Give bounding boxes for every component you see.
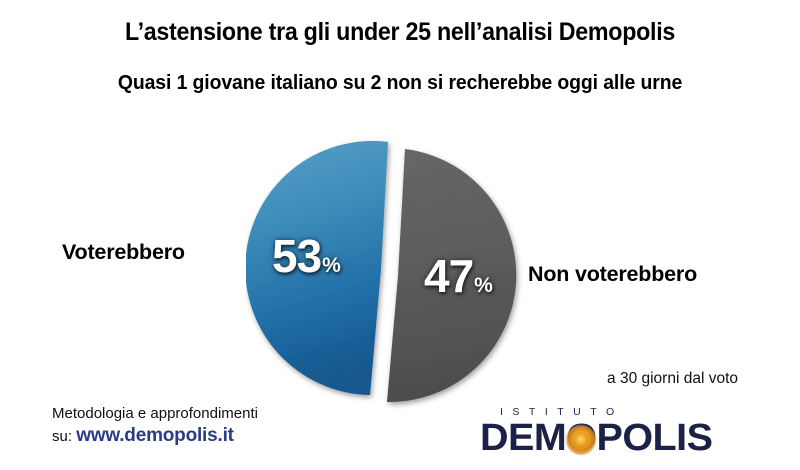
methodology-note: Metodologia e approfondimenti su: www.de… [52,403,258,448]
annotation-days-to-vote: a 30 giorni dal voto [607,370,738,387]
pie-label-non-voterebbero: 47% [424,253,493,299]
pie-chart-svg [246,141,517,403]
page-title: L’astensione tra gli under 25 nell’anali… [124,18,676,46]
pie-unit-non-voterebbero: % [474,274,493,297]
pie-slice-non-voterebbero [387,149,517,403]
category-label-non-voterebbero: Non voterebbero [528,262,698,286]
pie-chart [246,135,546,410]
methodology-url-prefix: su: [52,428,77,445]
pie-unit-voterebbero: % [322,254,341,277]
methodology-text: Metodologia e approfondimenti [52,405,258,422]
logo-wordmark: DEMOPOLIS [480,417,713,459]
website-link[interactable]: www.demopolis.it [76,425,234,446]
demopolis-logo: ISTITUTO DEMOPOLIS [480,406,760,462]
logo-sphere-core-icon [573,432,589,448]
pie-value-voterebbero: 53 [272,230,322,282]
logo-institute-text: ISTITUTO [500,406,624,418]
pie-value-non-voterebbero: 47 [424,250,474,302]
methodology-url-line: su: www.demopolis.it [52,425,258,448]
category-label-voterebbero: Voterebbero [62,240,185,264]
pie-slice-voterebbero [246,141,388,395]
page-subtitle: Quasi 1 giovane italiano su 2 non si rec… [117,72,683,94]
pie-label-voterebbero: 53% [272,233,341,279]
